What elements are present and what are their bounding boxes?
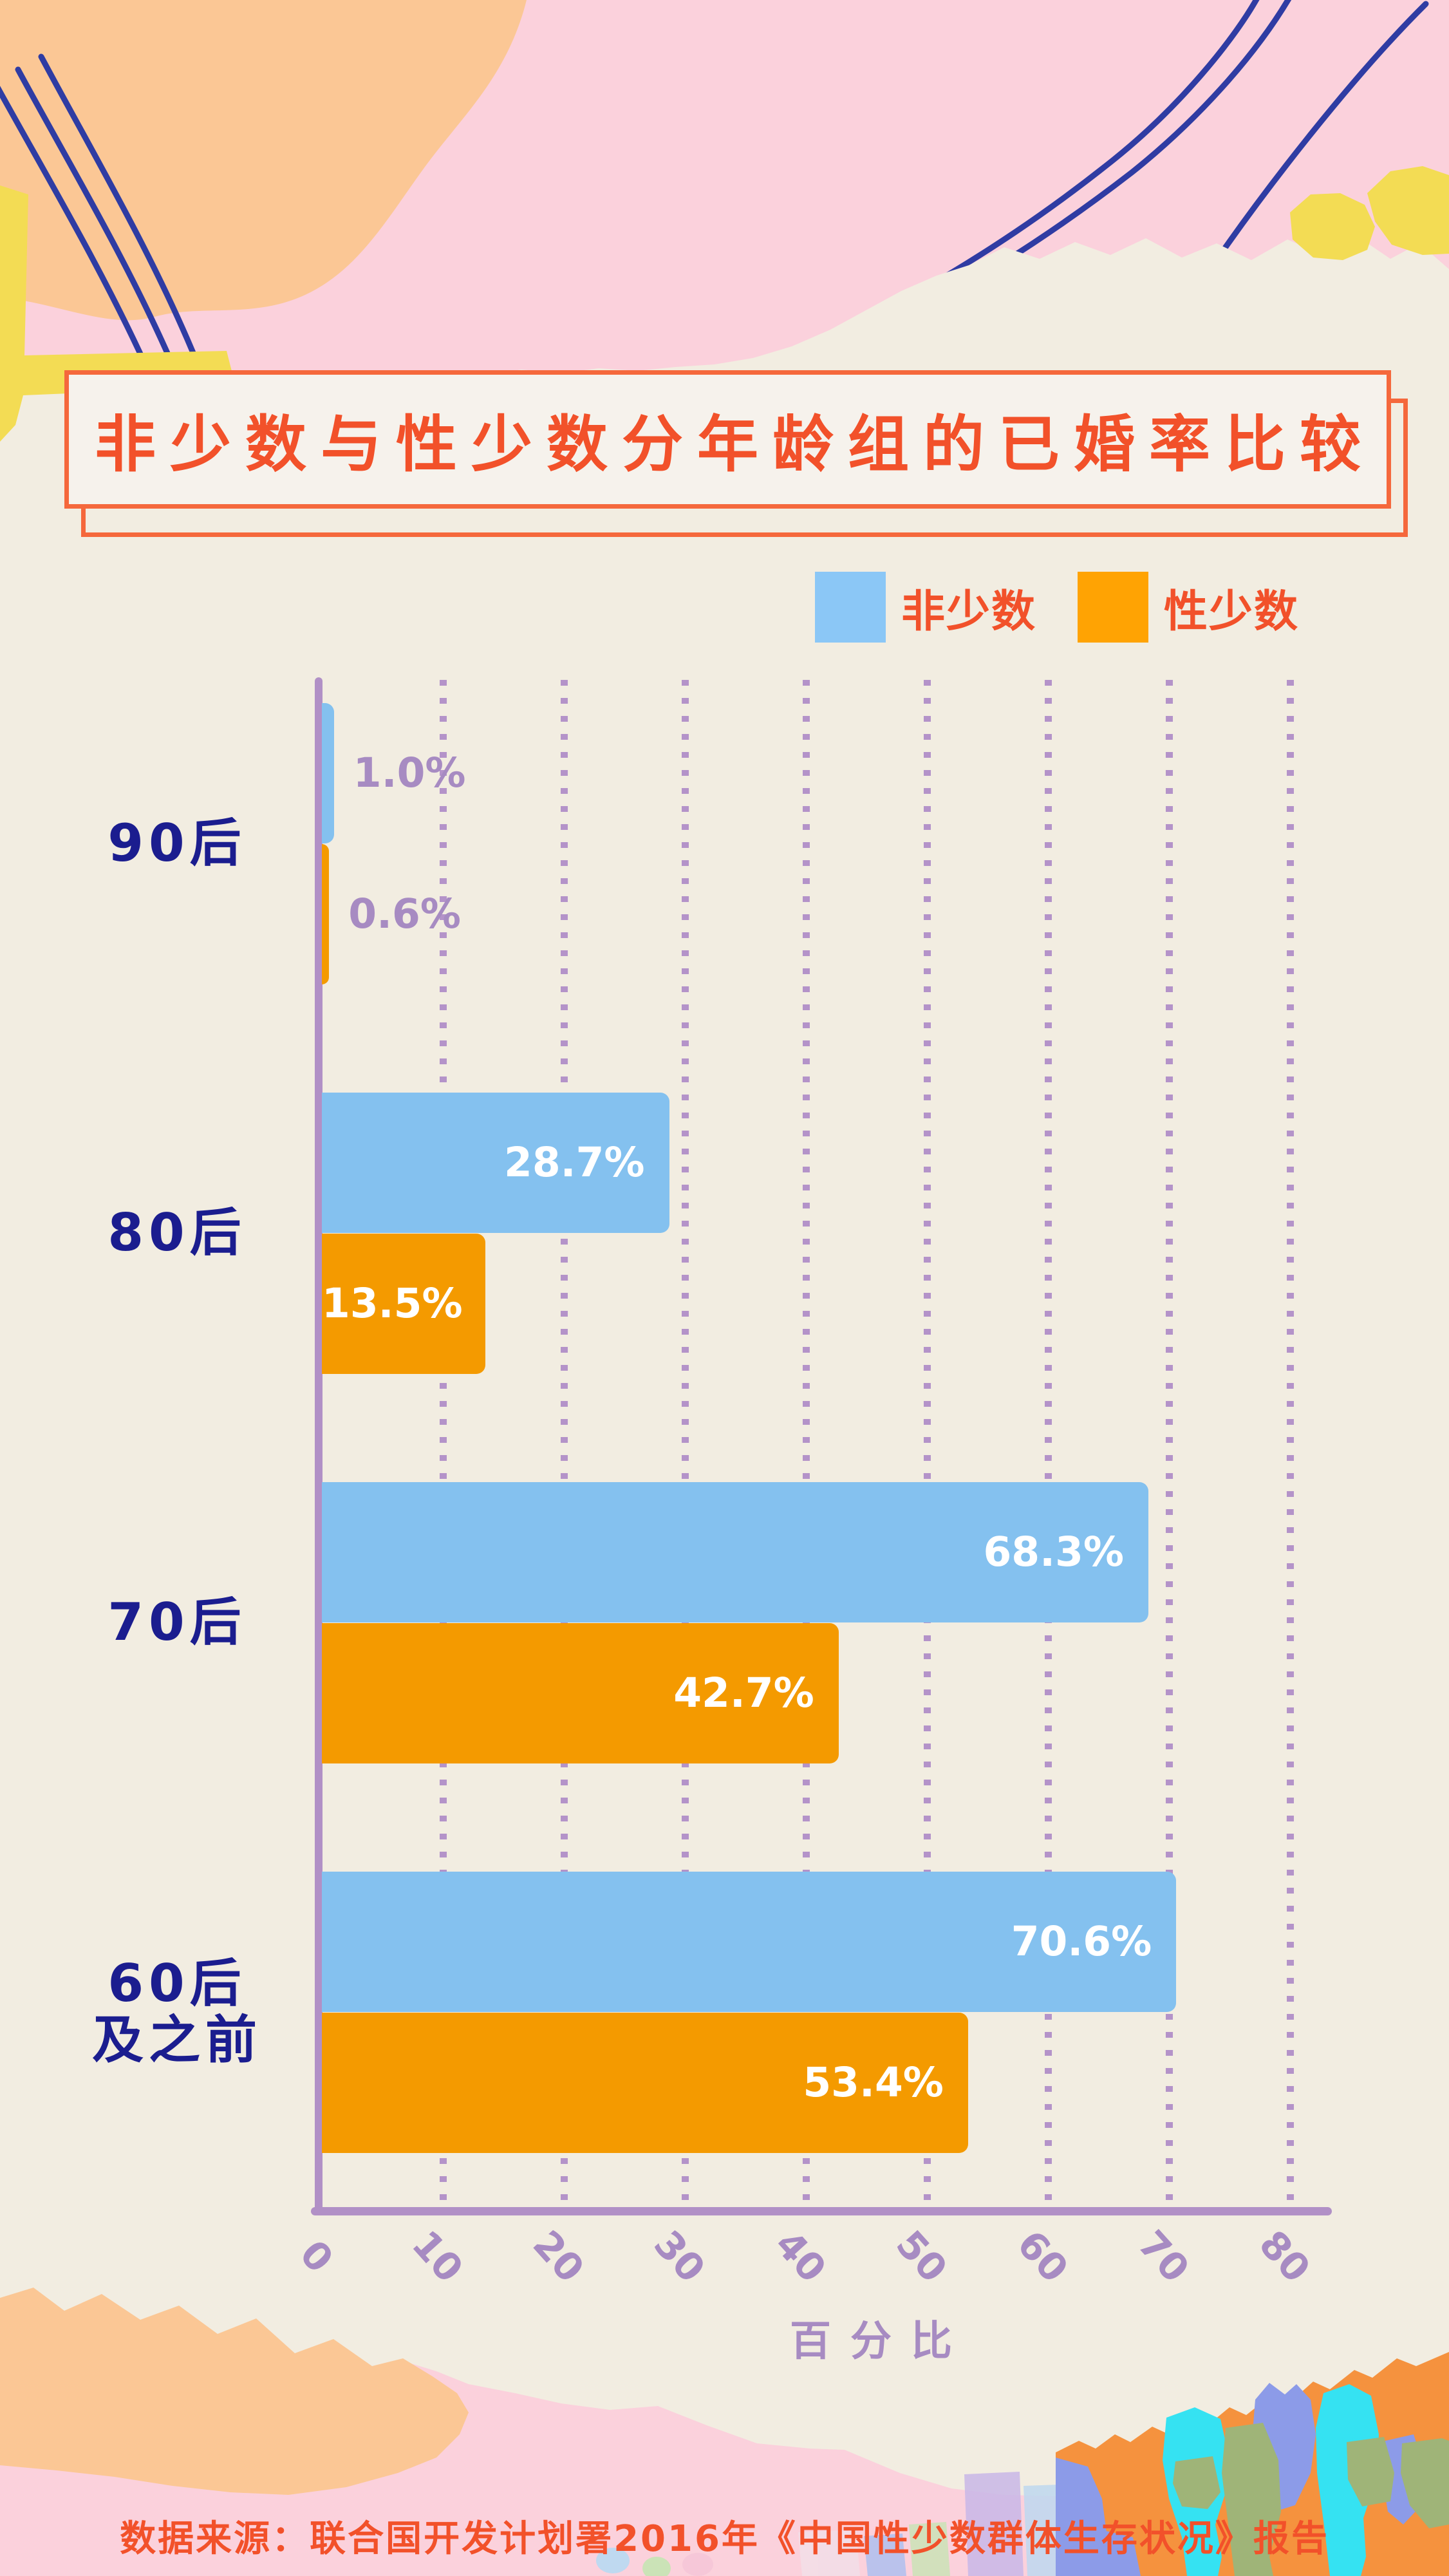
- bar-非少数-60后及之前: [322, 1872, 1177, 2012]
- header-peach-blob: [0, 0, 527, 321]
- legend-swatch-blue: [815, 572, 886, 643]
- x-tick-label-0: 0: [291, 2232, 342, 2281]
- gridline-50: [924, 680, 931, 2205]
- category-label-70后: 70后: [108, 1592, 247, 1652]
- gridline-80: [1287, 680, 1294, 2205]
- bar-value-label: 1.0%: [353, 749, 466, 796]
- bar-value-label: 28.7%: [503, 1139, 645, 1186]
- bar-性少数-90后: [322, 844, 330, 984]
- legend-item-non-minority: 非少数: [815, 572, 1036, 643]
- legend-label: 非少数: [901, 586, 1037, 637]
- bar-非少数-80后: [322, 1093, 669, 1233]
- x-tick-label-20: 20: [524, 2221, 594, 2291]
- gridline-10: [440, 680, 447, 2205]
- bar-性少数-70后: [322, 1623, 839, 1763]
- x-tick-label-80: 80: [1250, 2221, 1320, 2291]
- gridline-70: [1166, 680, 1173, 2205]
- legend-item-sexual-minority: 性少数: [1078, 572, 1299, 643]
- x-axis-line: [311, 2207, 1332, 2215]
- footer-green-blobs: [1173, 2423, 1449, 2576]
- gridline-20: [561, 680, 568, 2205]
- bar-value-label: 68.3%: [983, 1528, 1125, 1575]
- bar-value-label: 70.6%: [1011, 1918, 1152, 1965]
- gridline-60: [1045, 680, 1052, 2205]
- bar-非少数-90后: [322, 703, 334, 843]
- data-source-note: 数据来源：联合国开发计划署2016年《中国性少数群体生存状况》报告: [120, 2518, 1329, 2560]
- x-tick-label-10: 10: [403, 2221, 472, 2291]
- bar-value-label: 0.6%: [348, 890, 461, 937]
- page-title: 非少数与性少数分年龄组的已婚率比较: [94, 409, 1375, 480]
- header-yellow-blob: [1367, 166, 1449, 255]
- bar-性少数-80后: [322, 1234, 485, 1374]
- bar-value-label: 13.5%: [322, 1280, 463, 1327]
- x-axis-title: 百分比: [790, 2318, 971, 2365]
- category-label-80后: 80后: [108, 1203, 247, 1263]
- category-label-60后及之前: 60后 及之前: [92, 1953, 262, 2070]
- footer-peach-blob: [0, 2288, 469, 2495]
- bar-非少数-70后: [322, 1482, 1149, 1622]
- bar-性少数-60后及之前: [322, 2013, 968, 2153]
- legend-label: 性少数: [1164, 586, 1300, 637]
- x-tick-label-50: 50: [887, 2221, 957, 2291]
- chart-legend: 非少数 性少数: [815, 572, 1299, 643]
- gridline-30: [682, 680, 689, 2205]
- bar-value-label: 53.4%: [803, 2059, 944, 2106]
- legend-swatch-orange: [1078, 572, 1149, 643]
- footer-decoration: [0, 2288, 1449, 2576]
- footer-pink-wave: [0, 2361, 1061, 2576]
- header-yellow-blob: [1290, 193, 1375, 260]
- footer-confetti-dots: [596, 2548, 713, 2576]
- y-axis-line: [315, 677, 323, 2215]
- chart-title-box: 非少数与性少数分年龄组的已婚率比较: [64, 370, 1391, 509]
- footer-pale-stripes: [798, 2472, 1063, 2576]
- x-tick-label-30: 30: [645, 2221, 715, 2291]
- gridline-40: [803, 680, 810, 2205]
- x-tick-label-70: 70: [1129, 2221, 1199, 2291]
- x-tick-label-60: 60: [1008, 2221, 1078, 2291]
- category-label-90后: 90后: [108, 813, 247, 873]
- x-tick-label-40: 40: [766, 2221, 836, 2291]
- bar-value-label: 42.7%: [673, 1669, 814, 1716]
